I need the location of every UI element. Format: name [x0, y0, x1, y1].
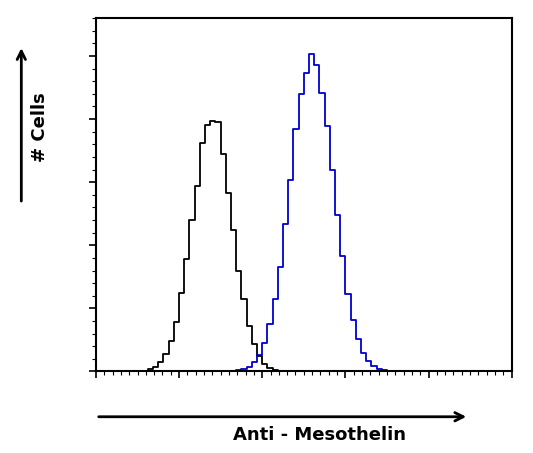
- Text: # Cells: # Cells: [31, 92, 49, 162]
- Text: Anti - Mesothelin: Anti - Mesothelin: [233, 426, 406, 444]
